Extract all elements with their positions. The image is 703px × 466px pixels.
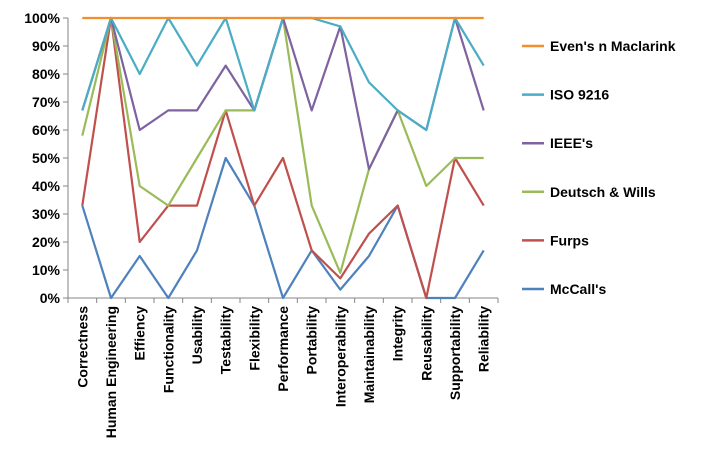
y-tick-label: 20%: [32, 234, 61, 250]
legend-label: Even's n Maclarink: [550, 38, 676, 54]
y-tick-label: 70%: [32, 94, 61, 110]
y-tick-label: 60%: [32, 122, 61, 138]
y-tick-label: 90%: [32, 38, 61, 54]
legend-label: Deutsch & Wills: [550, 184, 656, 200]
x-category-label: Reliability: [476, 306, 492, 372]
x-category-label: Correctness: [74, 306, 90, 388]
y-tick-label: 40%: [32, 178, 61, 194]
x-category-label: Maintainability: [361, 306, 377, 403]
series-line: [81, 16, 484, 274]
series-line: [81, 16, 485, 171]
series-line: [81, 16, 485, 132]
series-lines: [81, 16, 485, 300]
legend-label: IEEE's: [550, 135, 593, 151]
x-category-label: Functionality: [160, 306, 176, 393]
x-category-label: Usability: [189, 306, 205, 365]
x-category-label: Interoperability: [332, 306, 348, 407]
x-category-label: Supportability: [447, 306, 463, 400]
legend-label: McCall's: [550, 281, 606, 297]
y-tick-label: 10%: [32, 262, 61, 278]
x-category-label: Performance: [275, 306, 291, 392]
y-tick-label: 0%: [40, 290, 61, 306]
y-tick-label: 100%: [24, 10, 60, 26]
legend: Even's n Maclarink ISO 9216 IEEE's Deutsch …: [522, 38, 676, 297]
series-line: [81, 16, 485, 300]
x-category-label: Effiency: [132, 306, 148, 361]
x-category-label: Human Engineering: [103, 306, 119, 438]
x-category-label: Integrity: [390, 306, 406, 361]
y-tick-label: 50%: [32, 150, 61, 166]
legend-label: Furps: [550, 232, 589, 248]
x-category-label: Testability: [218, 306, 234, 374]
y-axis-ticks: 0% 10% 20% 30% 40% 50% 60% 70% 80% 90% 100%: [24, 10, 68, 306]
x-axis-categories: Correctness Human Engineering Effiency Func…: [67, 298, 499, 438]
y-tick-label: 80%: [32, 66, 61, 82]
x-category-label: Portability: [304, 306, 320, 375]
legend-label: ISO 9216: [550, 87, 609, 103]
x-category-label: Reusability: [418, 306, 434, 381]
x-category-label: Flexibility: [246, 306, 262, 371]
y-tick-label: 30%: [32, 206, 61, 222]
